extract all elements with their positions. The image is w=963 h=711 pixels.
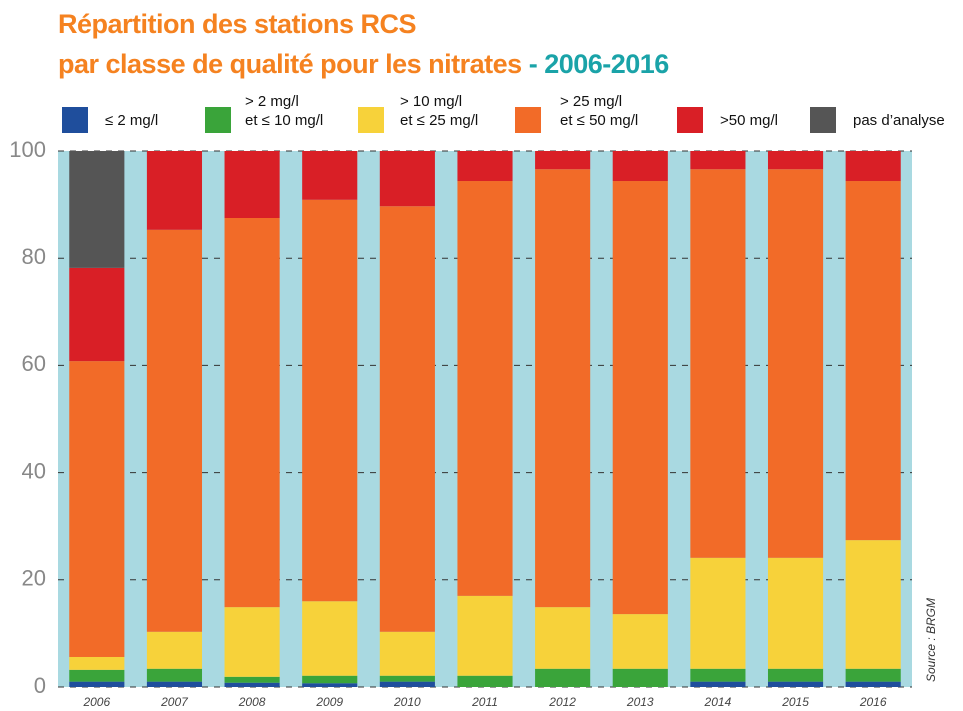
x-tick-label: 2006	[82, 695, 110, 709]
bar-segment	[146, 681, 203, 687]
legend-label: >50 mg/l	[720, 112, 778, 129]
x-tick-label: 2016	[859, 695, 887, 709]
bar-segment	[767, 681, 824, 687]
x-tick-label: 2011	[471, 695, 498, 709]
y-tick-label: 0	[34, 673, 46, 698]
chart-subtitle: - 2006-2016	[528, 49, 670, 79]
bar-segment	[457, 151, 513, 182]
legend-swatch	[515, 107, 541, 133]
bar-segment	[69, 361, 125, 657]
legend-label: > 10 mg/l et ≤ 25 mg/l	[400, 93, 479, 129]
x-tick-label: 2012	[548, 695, 576, 709]
legend-swatch	[62, 107, 88, 133]
bar-segment	[457, 595, 513, 676]
bar-segment	[379, 675, 435, 682]
bar-segment	[146, 151, 203, 230]
legend-label: > 2 mg/l et ≤ 10 mg/l	[245, 93, 324, 129]
bar-segment	[69, 681, 125, 687]
bar-segment	[69, 267, 125, 362]
legend-swatch	[810, 107, 836, 133]
chart-title: Répartition des stations RCS par classe …	[58, 9, 522, 79]
bar-segment	[457, 675, 513, 687]
legend-swatch	[358, 107, 384, 133]
bar-segment	[690, 668, 746, 682]
legend-swatch	[205, 107, 231, 133]
bar-segment	[690, 557, 746, 669]
bar-segment	[535, 607, 591, 669]
bar-segment	[845, 681, 901, 687]
x-tick-label: 2014	[704, 695, 732, 709]
bar-segment	[69, 656, 125, 670]
bar-segment	[767, 151, 824, 170]
bar-segment	[302, 601, 358, 676]
legend-swatch	[677, 107, 703, 133]
bar-segment	[612, 151, 668, 182]
bar-segment	[302, 199, 358, 602]
bar-segment	[224, 151, 280, 218]
y-tick-label: 20	[22, 566, 46, 591]
bar-segment	[767, 169, 824, 558]
bar-segment	[379, 631, 435, 676]
y-tick-label: 80	[22, 244, 46, 269]
x-tick-label: 2015	[781, 695, 809, 709]
bar-segment	[224, 607, 280, 677]
bar-segment	[767, 557, 824, 669]
bar-segment	[845, 181, 901, 541]
bar-segment	[845, 540, 901, 669]
bar-segment	[690, 151, 746, 170]
bar-segment	[690, 169, 746, 558]
bar-segment	[690, 681, 746, 687]
bar-segment	[146, 631, 203, 669]
x-tick-label: 2009	[315, 695, 343, 709]
bar-segment	[224, 218, 280, 608]
bar-segment	[224, 676, 280, 683]
x-tick-label: 2008	[238, 695, 266, 709]
bar-segment	[379, 681, 435, 687]
bar-segment	[302, 151, 358, 200]
y-tick-label: 40	[22, 458, 46, 483]
source: Source : BRGM	[924, 598, 938, 682]
bar-segment	[612, 614, 668, 669]
bar-segment	[535, 169, 591, 608]
bar-segment	[69, 669, 125, 682]
y-tick-label: 100	[9, 137, 46, 162]
legend-label: ≤ 2 mg/l	[105, 112, 159, 129]
bar-segment	[612, 181, 668, 615]
legend-label: pas d’analyse	[853, 112, 945, 129]
bar-segment	[379, 206, 435, 632]
bar-segment	[535, 151, 591, 170]
bar-segment	[224, 682, 280, 687]
bar-segment	[146, 229, 203, 632]
bar-segment	[69, 151, 125, 268]
bar-segment	[146, 668, 203, 682]
bar-segment	[379, 151, 435, 207]
y-tick-label: 60	[22, 351, 46, 376]
x-tick-label: 2013	[626, 695, 654, 709]
bar-segment	[612, 668, 668, 687]
bar-segment	[767, 668, 824, 682]
bar-segment	[845, 668, 901, 682]
x-tick-label: 2010	[393, 695, 421, 709]
title-block: Répartition des stations RCS par classe …	[58, 4, 669, 84]
bar-segment	[845, 151, 901, 182]
bar-segment	[302, 675, 358, 684]
bar-segment	[457, 181, 513, 596]
x-tick-label: 2007	[160, 695, 189, 709]
bar-segment	[302, 683, 358, 687]
legend-label: > 25 mg/l et ≤ 50 mg/l	[560, 93, 639, 129]
bar-segment	[535, 668, 591, 687]
